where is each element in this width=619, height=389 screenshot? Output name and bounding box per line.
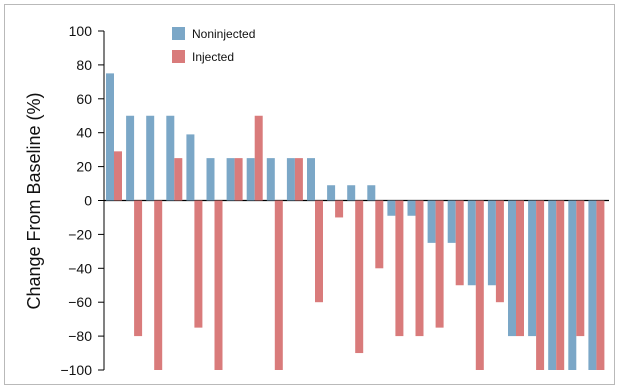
bar-noninjected [126, 115, 135, 201]
legend-label: Noninjected [192, 27, 255, 41]
bar-noninjected [447, 200, 456, 243]
bar-injected [335, 200, 344, 218]
bar-noninjected [407, 200, 416, 216]
bar-noninjected [588, 200, 597, 370]
bar-injected [114, 151, 122, 201]
bar-noninjected [307, 158, 315, 201]
bar-injected [576, 200, 585, 337]
y-tick-label: 100 [69, 23, 93, 39]
bar-noninjected [206, 158, 215, 201]
bar-injected [435, 200, 444, 328]
bar-injected [475, 200, 484, 370]
bar-noninjected [508, 200, 516, 337]
bar-injected [294, 158, 303, 201]
bar-noninjected [226, 158, 235, 201]
bar-injected [596, 200, 605, 370]
bar-noninjected [266, 158, 275, 201]
y-tick-label: 60 [76, 91, 92, 107]
bar-injected [516, 200, 524, 337]
bar-noninjected [568, 200, 577, 370]
bar-injected [455, 200, 464, 286]
bar-noninjected [427, 200, 436, 243]
bar-noninjected [186, 134, 195, 201]
bar-noninjected [166, 115, 175, 201]
legend-swatch [172, 27, 185, 40]
bar-injected [395, 200, 404, 337]
legend-swatch [172, 50, 185, 63]
bar-noninjected [467, 200, 476, 286]
bar-noninjected [246, 158, 255, 201]
bar-injected [375, 200, 384, 269]
bar-injected [495, 200, 504, 303]
bar-injected [234, 158, 243, 201]
y-axis-label: Change From Baseline (%) [24, 92, 44, 309]
bar-noninjected [286, 158, 295, 201]
bar-injected [214, 200, 223, 370]
bar-injected [415, 200, 424, 337]
y-tick-label: 20 [76, 159, 92, 175]
y-tick-label: −100 [60, 362, 92, 378]
legend: Noninjected Injected [172, 27, 255, 64]
bar-injected [154, 200, 163, 370]
bar-noninjected [106, 73, 114, 201]
y-tick-label: −80 [68, 328, 92, 344]
bar-noninjected [387, 200, 396, 216]
bar-injected [134, 200, 143, 337]
y-tick-label: −40 [68, 260, 92, 276]
bar-injected [556, 200, 565, 370]
bar-noninjected [327, 185, 336, 201]
bar-injected [174, 158, 183, 201]
bar-injected [355, 200, 364, 354]
y-tick-label: −60 [68, 294, 92, 310]
legend-label: Injected [192, 50, 234, 64]
bar-noninjected [548, 200, 557, 370]
bar-noninjected [487, 200, 496, 286]
bar-noninjected [367, 185, 376, 201]
bar-noninjected [528, 200, 537, 337]
bar-injected [315, 200, 323, 303]
y-tick-label: 40 [76, 125, 92, 141]
y-tick-label: 0 [84, 193, 92, 209]
bar-injected [274, 200, 283, 370]
bar-noninjected [146, 115, 155, 201]
bar-noninjected [347, 185, 356, 201]
bar-injected [536, 200, 545, 370]
bar-injected [254, 115, 263, 201]
y-tick-label: −20 [68, 226, 92, 242]
y-tick-label: 80 [76, 57, 92, 73]
bars [106, 73, 605, 370]
bar-injected [194, 200, 203, 328]
